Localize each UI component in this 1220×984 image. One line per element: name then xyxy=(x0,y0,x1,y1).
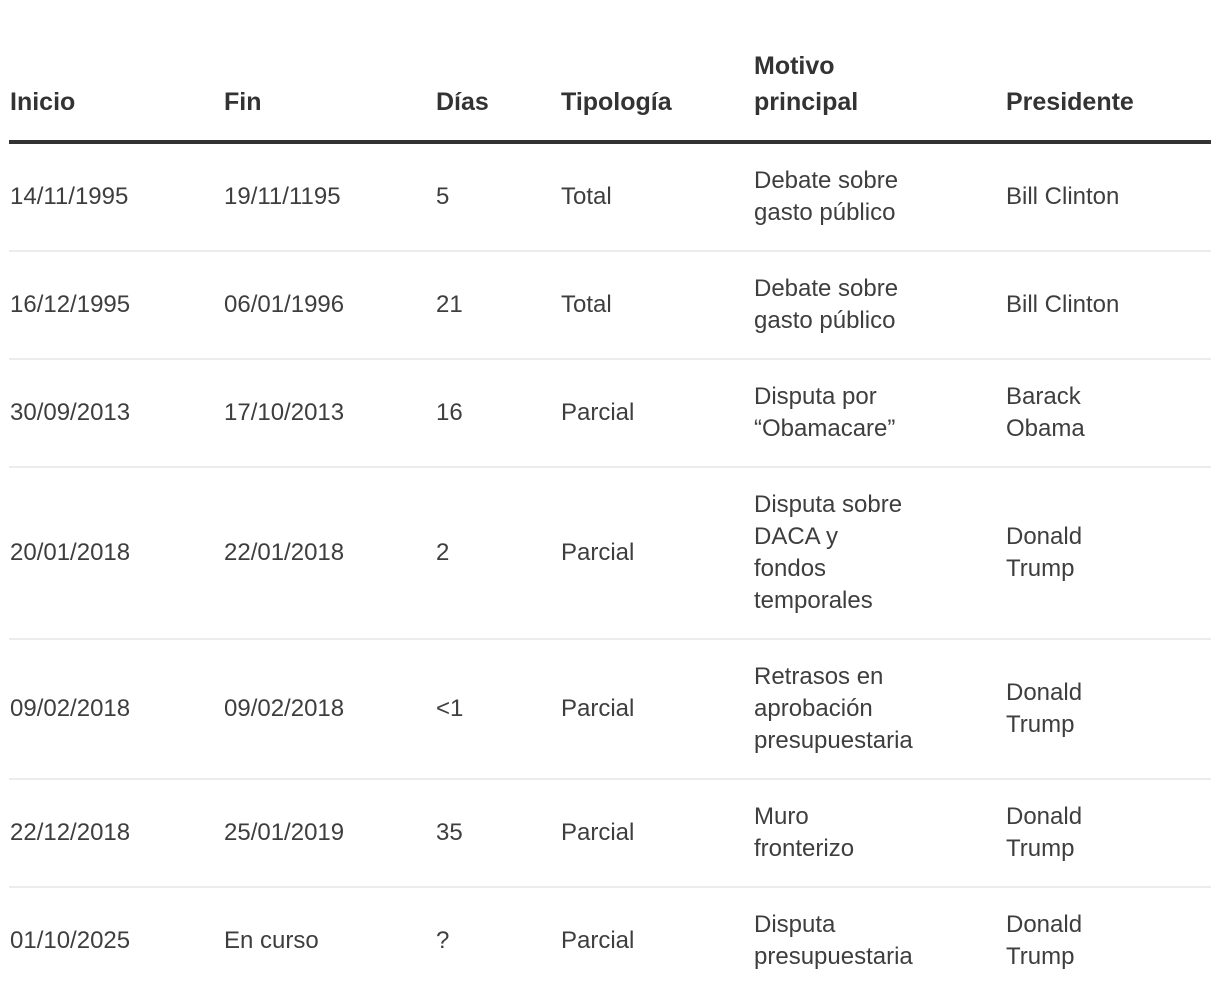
cell-inicio: 16/12/1995 xyxy=(9,251,223,360)
table-body: 14/11/1995 19/11/1195 5 Total Debate sob… xyxy=(9,142,1211,984)
cell-motivo: Retrasos en aprobación presupuestaria xyxy=(753,639,1005,780)
cell-presidente: Donald Trump xyxy=(1005,467,1211,640)
cell-dias: 5 xyxy=(435,142,560,252)
cell-fin: 17/10/2013 xyxy=(223,359,435,468)
cell-tipologia: Parcial xyxy=(560,779,753,888)
cell-presidente: Donald Trump xyxy=(1006,911,1083,970)
header-fin: Fin xyxy=(223,0,435,144)
cell-presidente: Bill Clinton xyxy=(1005,142,1211,252)
cell-motivo: Disputa sobre DACA y fondos temporales xyxy=(753,467,1005,640)
cell-tipologia: Total xyxy=(560,251,753,360)
cell-motivo: Debate sobre gasto público xyxy=(753,251,1005,360)
table-row: 14/11/1995 19/11/1195 5 Total Debate sob… xyxy=(9,142,1211,252)
table-header: Inicio Fin Días Tipología Motivo princip… xyxy=(9,0,1211,144)
header-inicio: Inicio xyxy=(9,0,223,144)
header-presidente: Presidente xyxy=(1005,0,1211,144)
cell-presidente: Bill Clinton xyxy=(1005,251,1211,360)
cell-motivo: Disputa por “Obamacare” xyxy=(753,359,1005,468)
cell-fin: 22/01/2018 xyxy=(223,467,435,640)
cell-dias: ? xyxy=(436,927,450,954)
cell-dias: 21 xyxy=(435,251,560,360)
table-row: 16/12/1995 06/01/1996 21 Total Debate so… xyxy=(9,251,1211,360)
cell-presidente: Donald Trump xyxy=(1005,639,1211,780)
cell-motivo: Muro fronterizo xyxy=(753,779,1005,888)
cell-dias: 16 xyxy=(435,359,560,468)
cell-inicio: 09/02/2018 xyxy=(9,639,223,780)
cell-dias: <1 xyxy=(435,639,560,780)
cell-presidente: Barack Obama xyxy=(1005,359,1211,468)
table-row: 20/01/2018 22/01/2018 2 Parcial Disputa … xyxy=(9,467,1211,640)
cell-tipologia: Total xyxy=(560,142,753,252)
header-row: Inicio Fin Días Tipología Motivo princip… xyxy=(9,0,1211,144)
cell-dias: 35 xyxy=(435,779,560,888)
cell-tipologia: Parcial xyxy=(560,639,753,780)
cell-fin: 06/01/1996 xyxy=(223,251,435,360)
cell-inicio: 14/11/1995 xyxy=(9,142,223,252)
cell-motivo: Debate sobre gasto público xyxy=(753,142,1005,252)
cell-inicio: 20/01/2018 xyxy=(9,467,223,640)
table-row: 09/02/2018 09/02/2018 <1 Parcial Retraso… xyxy=(9,639,1211,780)
cell-dias: 2 xyxy=(435,467,560,640)
shutdowns-table: Inicio Fin Días Tipología Motivo princip… xyxy=(9,0,1211,984)
header-motivo: Motivo principal xyxy=(753,0,1005,144)
cell-inicio: 22/12/2018 xyxy=(9,779,223,888)
cell-fin: 19/11/1195 xyxy=(223,142,435,252)
table-row: 22/12/2018 25/01/2019 35 Parcial Muro fr… xyxy=(9,779,1211,888)
cell-fin: En curso xyxy=(224,927,319,954)
cell-fin: 09/02/2018 xyxy=(223,639,435,780)
cell-tipologia: Parcial xyxy=(560,467,753,640)
cell-tipologia: Parcial xyxy=(560,359,753,468)
cell-motivo: Disputa presupuestaria xyxy=(754,911,913,970)
cell-inicio: 30/09/2013 xyxy=(9,359,223,468)
cell-presidente: Donald Trump xyxy=(1005,779,1211,888)
cell-inicio: 01/10/2025 xyxy=(10,927,131,954)
cell-tipologia: Parcial xyxy=(561,927,635,954)
header-tipologia: Tipología xyxy=(560,0,753,144)
table-row: 01/10/2025 En curso ? Parcial Disputa pr… xyxy=(9,887,1211,984)
table-row: 30/09/2013 17/10/2013 16 Parcial Disputa… xyxy=(9,359,1211,468)
cell-fin: 25/01/2019 xyxy=(223,779,435,888)
header-dias: Días xyxy=(435,0,560,144)
